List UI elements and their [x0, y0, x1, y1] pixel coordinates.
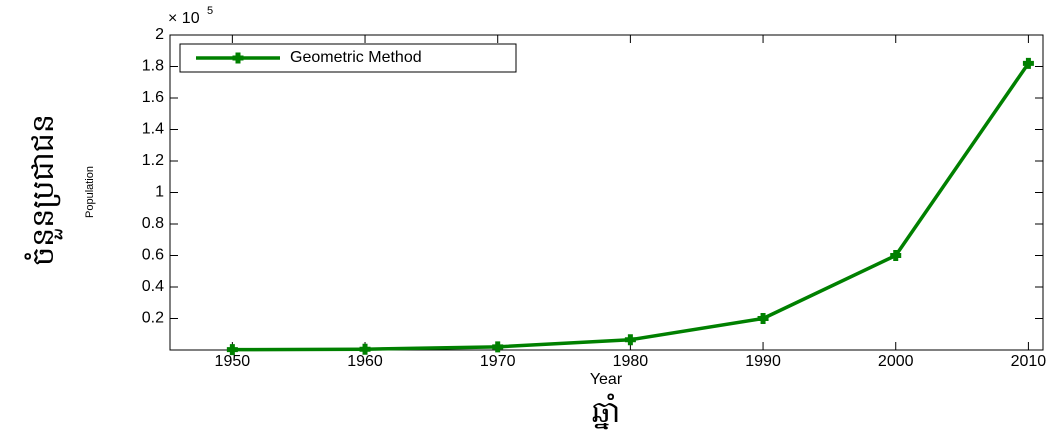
x-axis-label-secondary: ឆ្នាំ — [592, 393, 621, 430]
x-tick-label: 2010 — [1011, 353, 1047, 370]
legend-marker — [232, 52, 244, 64]
series-marker — [492, 341, 504, 353]
y-tick-label: 2 — [155, 26, 164, 43]
plot-area — [169, 34, 1044, 351]
y-tick-label: 0.6 — [142, 247, 164, 264]
x-tick-label: 1960 — [347, 353, 383, 370]
series-marker — [757, 313, 769, 324]
x-axis-label: Year — [590, 371, 623, 388]
series-marker — [890, 250, 902, 261]
legend-label: Geometric Method — [290, 49, 422, 66]
y-tick-label: 1.6 — [142, 89, 164, 106]
y-tick-label: 1.4 — [142, 121, 164, 138]
series-marker — [1022, 57, 1034, 69]
series-marker — [359, 343, 371, 355]
series-marker — [226, 344, 238, 356]
y-tick-label: 0.2 — [142, 310, 164, 327]
y-tick-label: 0.8 — [142, 215, 164, 232]
y-multiplier-power: 5 — [207, 5, 213, 17]
y-tick-label: 1.8 — [142, 58, 164, 75]
x-tick-label: 1950 — [215, 353, 251, 370]
x-tick-label: 1980 — [613, 353, 649, 370]
y-tick-label: 1 — [155, 184, 164, 201]
y-tick-label: 1.2 — [142, 152, 164, 169]
x-tick-label: 2000 — [878, 353, 914, 370]
y-axis-label-secondary: Population — [84, 166, 96, 218]
x-tick-label: 1990 — [745, 353, 781, 370]
series-marker — [624, 334, 636, 346]
y-axis-label: ចំនួនប្រជាជន — [24, 114, 63, 266]
y-tick-label: 0.4 — [142, 278, 164, 295]
x-tick-label: 1970 — [480, 353, 516, 370]
y-multiplier: × 10 — [168, 10, 200, 27]
